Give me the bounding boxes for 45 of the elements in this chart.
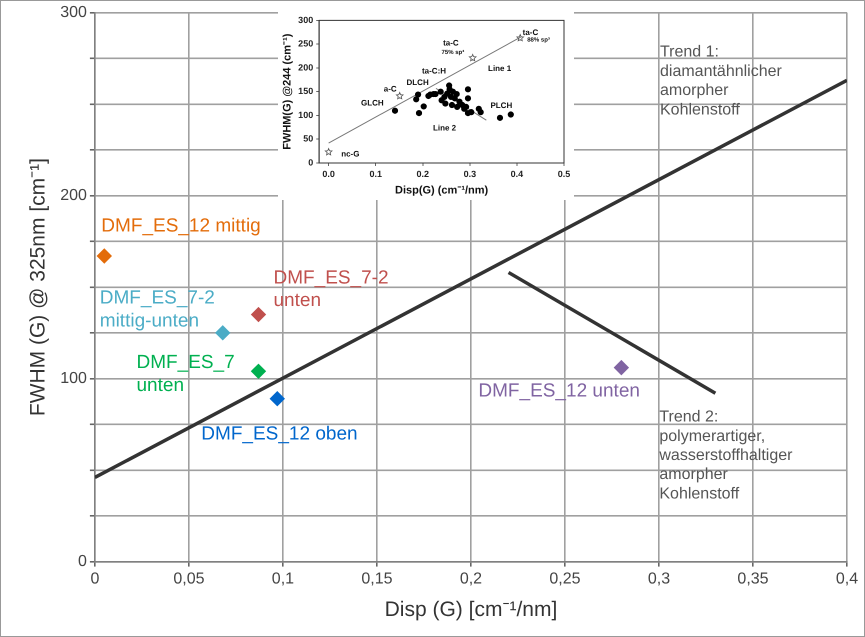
x-tick-label: 0.5: [558, 168, 570, 179]
annotation: ta-C:H: [422, 66, 446, 76]
x-axis-title: Disp(G) (cm⁻¹/nm): [394, 184, 489, 196]
annotation: ta-C: [443, 38, 459, 48]
x-tick-label: 0.1: [369, 168, 382, 179]
y-tick-label: 150: [298, 86, 314, 96]
annotation: Line 2: [432, 124, 457, 133]
x-tick-label: 0.4: [510, 168, 524, 179]
series-label: DMF_ES_12 oben: [201, 423, 358, 444]
annotation: PLCH: [490, 101, 512, 110]
y-tick-label: 0: [308, 157, 314, 168]
x-tick-label: 0,2: [460, 570, 482, 588]
annotation: ta-C: [522, 28, 538, 38]
x-tick-label: 0,35: [737, 570, 769, 588]
y-tick-label: 250: [298, 38, 314, 49]
x-tick-label: 0,05: [173, 570, 205, 588]
y-tick-label: 200: [298, 62, 314, 72]
series-label: DMF_ES_7-2 mittig-unten: [100, 288, 215, 332]
series-label: DMF_ES_12 mittig: [101, 216, 261, 237]
x-tick-label: 0,4: [836, 570, 858, 588]
y-axis-title: FWHM (G) @ 325nm [cm⁻¹]: [26, 158, 50, 416]
x-tick-label: 0,25: [549, 570, 581, 588]
x-tick-label: 0,3: [648, 570, 670, 588]
x-tick-label: 0.3: [464, 168, 476, 179]
series-label: DMF_ES_7 unten: [136, 352, 235, 396]
annotation: a-C: [384, 84, 397, 94]
x-tick-label: 0.2: [416, 168, 430, 179]
annotation: nc-G: [341, 150, 360, 159]
annotation: Line 1: [488, 64, 512, 74]
series-label: DMF_ES_7-2 unten: [273, 267, 389, 312]
x-tick-label: 0.0: [322, 168, 335, 179]
y-tick-label: 200: [60, 187, 87, 204]
x-tick-label: 0: [90, 570, 100, 588]
x-axis-title: Disp (G) [cm⁻¹/nm]: [384, 598, 558, 622]
y-tick-label: 100: [60, 370, 87, 388]
x-tick-label: 0,1: [272, 570, 294, 588]
y-tick-label: 300: [60, 4, 87, 22]
x-tick-label: 0,15: [361, 570, 393, 588]
y-tick-label: 0: [78, 553, 87, 570]
y-tick-label: 300: [298, 14, 314, 25]
y-axis-title: FWHM(G) @244 (cm⁻¹): [282, 33, 294, 150]
y-tick-label: 100: [298, 110, 314, 120]
y-tick-label: 50: [303, 134, 314, 144]
annotation: GLCH: [361, 98, 384, 108]
annotation: DLCH: [406, 78, 429, 87]
